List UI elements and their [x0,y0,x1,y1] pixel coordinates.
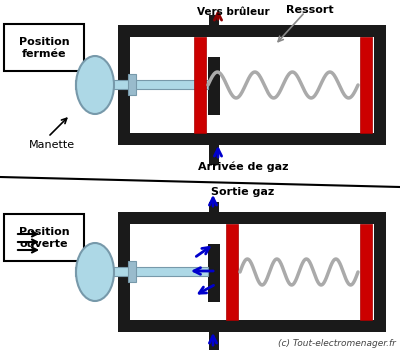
Bar [209,133,219,165]
Bar [208,57,220,115]
Bar [128,261,136,282]
Bar [130,37,374,133]
Text: Position
fermée: Position fermée [19,37,69,59]
Bar [130,224,374,320]
Bar [360,224,372,320]
Bar [209,202,219,224]
Bar [226,224,238,320]
Text: Position
ouverte: Position ouverte [19,227,69,249]
Text: (c) Tout-electromenager.fr: (c) Tout-electromenager.fr [278,339,396,348]
FancyBboxPatch shape [4,214,84,261]
Text: Vers brûleur: Vers brûleur [197,7,269,17]
Bar [194,37,206,133]
Text: Sortie gaz: Sortie gaz [211,187,275,197]
FancyBboxPatch shape [4,24,84,71]
Ellipse shape [76,243,114,301]
Bar [75,80,208,89]
Bar [75,267,208,276]
Bar [209,320,219,350]
Text: Ressort: Ressort [286,5,334,15]
Bar [118,25,386,145]
Bar [360,37,372,133]
Bar [0,175,400,350]
Text: Arrivée de gaz: Arrivée de gaz [198,161,288,172]
Ellipse shape [76,56,114,114]
Text: Manette: Manette [29,140,75,150]
Bar [209,15,219,37]
Bar [128,74,136,95]
Bar [118,212,386,332]
Bar [0,0,400,175]
Bar [208,244,220,302]
